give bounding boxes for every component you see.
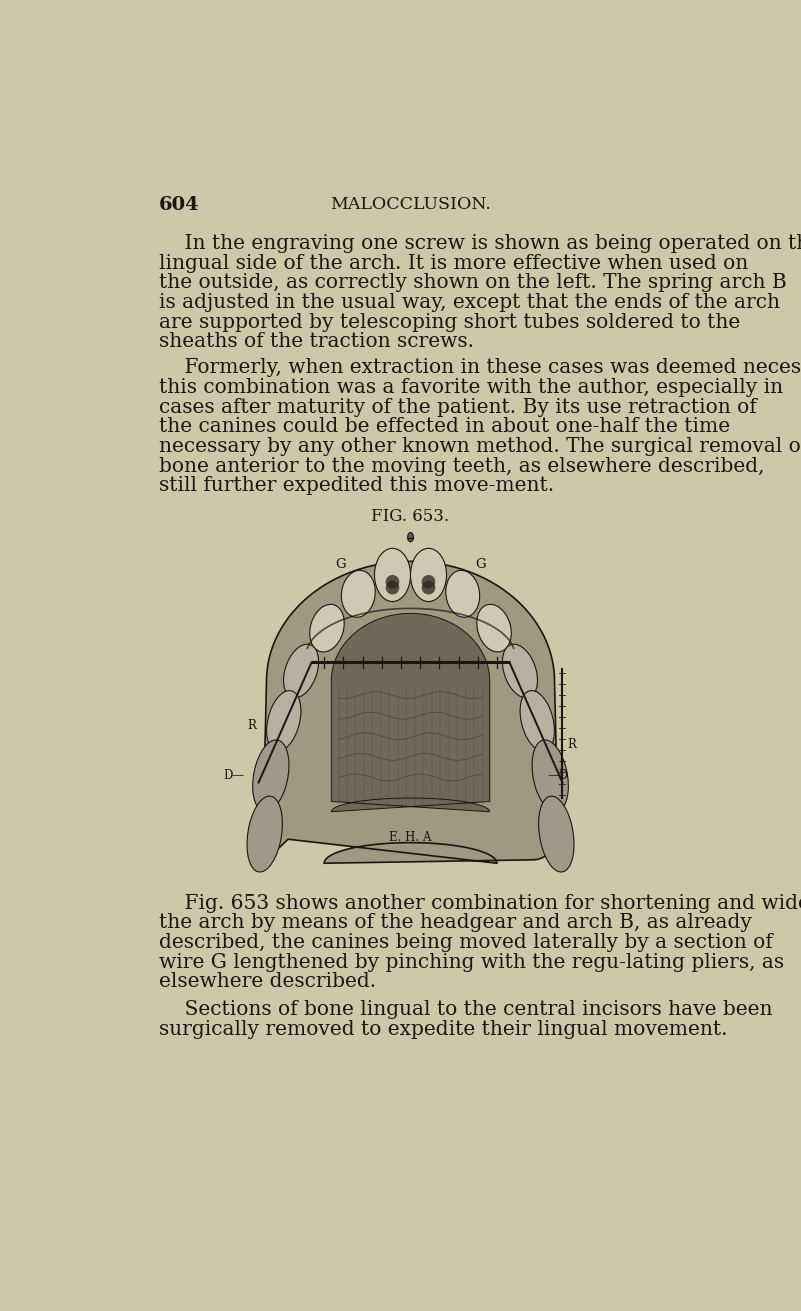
Text: FIG. 653.: FIG. 653. (372, 509, 449, 526)
Polygon shape (332, 614, 489, 812)
Text: cases after maturity of the patient. By its use retraction of: cases after maturity of the patient. By … (159, 397, 757, 417)
Text: bone anterior to the moving teeth, as elsewhere described,: bone anterior to the moving teeth, as el… (159, 456, 765, 476)
Ellipse shape (477, 604, 511, 652)
Text: Sections of bone lingual to the central incisors have been: Sections of bone lingual to the central … (159, 1000, 773, 1019)
Text: the canines could be effected in about one-half the time: the canines could be effected in about o… (159, 417, 731, 437)
Text: are supported by telescoping short tubes soldered to the: are supported by telescoping short tubes… (159, 313, 740, 332)
Text: this combination was a favorite with the author, especially in: this combination was a favorite with the… (159, 378, 783, 397)
Text: sheaths of the traction screws.: sheaths of the traction screws. (159, 333, 474, 351)
Ellipse shape (520, 691, 554, 751)
Ellipse shape (341, 570, 375, 617)
Text: the outside, as correctly shown on the left. The spring arch B: the outside, as correctly shown on the l… (159, 274, 787, 292)
Ellipse shape (252, 739, 289, 812)
Text: R: R (248, 720, 256, 733)
Ellipse shape (284, 644, 319, 697)
Text: 604: 604 (159, 195, 199, 214)
Text: Formerly, when extraction in these cases was deemed necessary,: Formerly, when extraction in these cases… (159, 358, 801, 378)
Text: Fig. 653 shows another combination for shortening and widening: Fig. 653 shows another combination for s… (159, 894, 801, 912)
Ellipse shape (310, 604, 344, 652)
Circle shape (408, 532, 413, 541)
Ellipse shape (421, 581, 436, 594)
Text: In the engraving one screw is shown as being operated on the: In the engraving one screw is shown as b… (159, 235, 801, 253)
Ellipse shape (385, 581, 400, 594)
Ellipse shape (267, 691, 301, 751)
Text: G: G (335, 558, 345, 572)
Text: E. H. A: E. H. A (389, 831, 432, 844)
Text: necessary by any other known method. The surgical removal of: necessary by any other known method. The… (159, 437, 801, 456)
Ellipse shape (538, 796, 574, 872)
Text: described, the canines being moved laterally by a section of: described, the canines being moved later… (159, 933, 773, 952)
Text: R: R (567, 738, 576, 751)
Ellipse shape (421, 576, 436, 589)
Polygon shape (263, 561, 558, 863)
Text: the arch by means of the headgear and arch B, as already: the arch by means of the headgear and ar… (159, 914, 752, 932)
Text: surgically removed to expedite their lingual movement.: surgically removed to expedite their lin… (159, 1020, 727, 1038)
Ellipse shape (446, 570, 480, 617)
Text: D—: D— (223, 770, 245, 783)
Ellipse shape (502, 644, 537, 697)
Text: lingual side of the arch. It is more effective when used on: lingual side of the arch. It is more eff… (159, 254, 748, 273)
Text: is adjusted in the usual way, except that the ends of the arch: is adjusted in the usual way, except tha… (159, 294, 780, 312)
Text: elsewhere described.: elsewhere described. (159, 973, 376, 991)
Text: still further expedited this move-ment.: still further expedited this move-ment. (159, 476, 554, 496)
Ellipse shape (410, 548, 446, 602)
Ellipse shape (375, 548, 410, 602)
Text: G: G (476, 558, 486, 572)
Ellipse shape (532, 739, 569, 812)
Ellipse shape (247, 796, 283, 872)
Text: wire G lengthened by pinching with the regu-lating pliers, as: wire G lengthened by pinching with the r… (159, 953, 784, 971)
Text: —D: —D (547, 770, 569, 783)
Ellipse shape (385, 576, 400, 589)
Text: MALOCCLUSION.: MALOCCLUSION. (330, 195, 491, 212)
